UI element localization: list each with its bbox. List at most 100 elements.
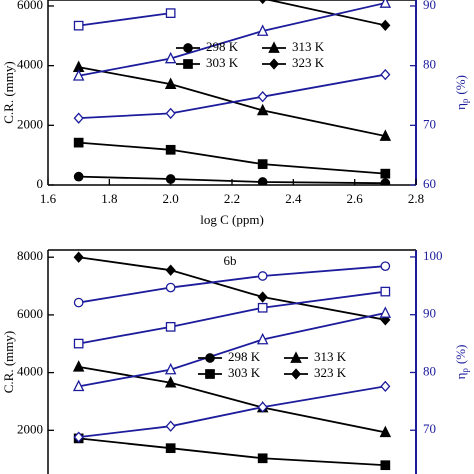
marker	[380, 68, 391, 81]
legend-label: 298 K	[228, 349, 261, 364]
marker	[164, 77, 177, 89]
annotation: 6b	[224, 253, 237, 268]
y2-label-subscript: p	[460, 98, 470, 103]
plot-area	[72, 251, 392, 471]
marker	[257, 271, 268, 281]
y-tick-label: 6000	[17, 0, 43, 12]
marker	[73, 297, 84, 308]
series-line	[78, 175, 386, 185]
series-line	[265, 0, 386, 27]
marker	[205, 353, 215, 363]
y-tick-label: 2000	[17, 421, 43, 436]
marker	[256, 332, 269, 345]
y2-label-unit: (%)	[453, 345, 468, 365]
marker	[290, 351, 302, 363]
y2-tick-label: 80	[423, 57, 436, 72]
x-tick-label: 1.6	[40, 191, 57, 206]
marker	[379, 425, 392, 438]
marker	[72, 360, 85, 372]
y2-tick-label: 90	[423, 0, 436, 12]
marker	[165, 174, 176, 184]
marker	[380, 178, 391, 185]
marker	[257, 453, 268, 464]
legend-label: 298 K	[206, 39, 239, 54]
plot-area	[72, 0, 392, 185]
y2-tick-label: 80	[423, 363, 436, 378]
marker	[290, 368, 302, 380]
series-line	[78, 365, 386, 434]
x-tick-label: 2.6	[347, 191, 364, 206]
marker	[257, 177, 268, 185]
chart: 2000 4000 6000 8000 70 80 90 100 C.R. (mmy) ηp (%)…	[1, 248, 470, 474]
marker	[268, 58, 280, 70]
marker	[165, 264, 176, 276]
y2-axis-label: ηp (%)	[453, 345, 470, 380]
x-axis-label: log C (ppm)	[200, 212, 264, 227]
x-tick-label: 2.4	[285, 191, 302, 206]
marker	[268, 41, 280, 53]
series-line	[78, 141, 386, 175]
series-line	[78, 2, 386, 77]
marker	[165, 321, 176, 332]
y2-label-symbol: η	[453, 372, 468, 379]
y2-tick-label: 70	[423, 116, 436, 131]
y-tick-label: 8000	[17, 248, 43, 263]
marker	[73, 251, 84, 263]
marker	[165, 8, 176, 18]
marker	[73, 137, 84, 148]
x-tick-label: 2.8	[408, 191, 424, 206]
marker	[257, 91, 268, 103]
marker	[256, 103, 269, 116]
series-line	[78, 437, 386, 467]
marker	[205, 369, 215, 379]
series-line	[78, 73, 386, 120]
marker	[165, 420, 176, 432]
marker	[380, 168, 391, 179]
marker	[257, 401, 268, 413]
marker	[165, 282, 176, 293]
marker	[183, 59, 193, 69]
y2-tick-label: 60	[423, 176, 436, 191]
marker	[257, 302, 268, 313]
series-line	[78, 256, 386, 321]
marker	[165, 107, 176, 120]
marker	[379, 129, 392, 141]
y2-label-unit: (%)	[453, 75, 468, 95]
y-tick-label: 0	[37, 176, 44, 191]
y-axis-label: C.R. (mmy)	[1, 331, 16, 393]
marker	[73, 171, 84, 182]
marker	[73, 20, 84, 31]
marker	[73, 338, 84, 349]
y2-axis-label: ηp (%)	[453, 75, 470, 110]
y2-label-subscript: p	[460, 368, 470, 373]
marker	[257, 159, 268, 169]
x-tick-label: 2.0	[163, 191, 179, 206]
marker	[183, 43, 193, 53]
series-line	[78, 312, 386, 388]
legend-label: 303 K	[206, 55, 239, 70]
marker	[379, 306, 392, 318]
marker	[380, 460, 391, 471]
marker	[256, 24, 269, 36]
y-tick-label: 6000	[17, 306, 43, 321]
marker	[164, 362, 177, 375]
marker	[165, 443, 176, 454]
chart: 0 2000 4000 6000 60 70 80 90 1.6 1.8 2.0 2.2 2.4 2.6 2…	[1, 0, 470, 227]
marker	[380, 261, 391, 272]
y2-tick-label: 100	[423, 248, 443, 263]
marker	[380, 19, 391, 32]
marker	[165, 144, 176, 155]
marker	[73, 431, 84, 443]
legend-label: 323 K	[292, 55, 325, 70]
y-tick-label: 4000	[17, 57, 43, 72]
y2-tick-label: 90	[423, 306, 436, 321]
legend-label: 323 K	[314, 365, 347, 380]
marker	[257, 291, 268, 303]
legend-label: 313 K	[314, 349, 347, 364]
marker	[380, 380, 391, 393]
series-line	[78, 66, 386, 137]
y-tick-label: 2000	[17, 116, 43, 131]
y2-tick-label: 70	[423, 421, 436, 436]
y-tick-label: 4000	[17, 364, 43, 379]
